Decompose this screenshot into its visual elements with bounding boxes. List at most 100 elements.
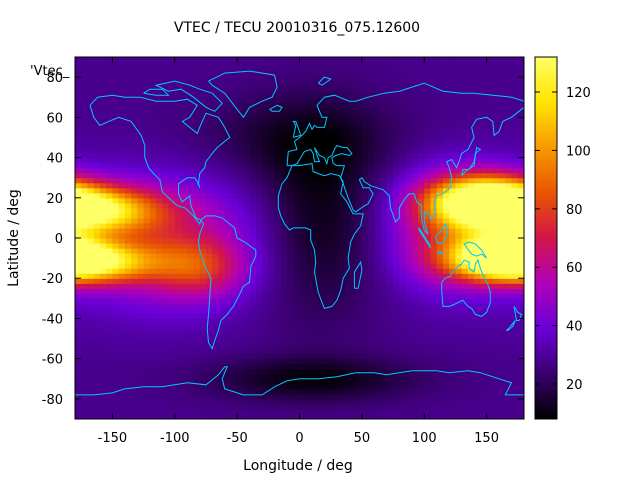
- heatmap-cell: [268, 353, 276, 360]
- heatmap-cell: [299, 408, 307, 415]
- heatmap-cell: [461, 82, 469, 88]
- heatmap-cell: [449, 308, 457, 315]
- heatmap-cell: [411, 308, 419, 315]
- heatmap-cell: [87, 308, 95, 315]
- heatmap-cell: [118, 102, 126, 108]
- heatmap-cell: [486, 212, 494, 219]
- heatmap-cell: [336, 182, 344, 189]
- heatmap-cell: [243, 408, 251, 415]
- heatmap-cell: [461, 293, 469, 299]
- heatmap-cell: [505, 122, 513, 128]
- heatmap-cell: [492, 308, 500, 315]
- heatmap-cell: [449, 107, 457, 113]
- heatmap-cell: [249, 308, 257, 315]
- heatmap-cell: [343, 202, 350, 209]
- heatmap-cell: [361, 373, 369, 380]
- heatmap-cell: [75, 202, 82, 209]
- heatmap-cell: [162, 388, 170, 395]
- heatmap-cell: [212, 147, 220, 154]
- heatmap-cell: [324, 97, 332, 103]
- heatmap-cell: [499, 232, 506, 239]
- heatmap-cell: [181, 212, 188, 219]
- heatmap-cell: [449, 232, 457, 239]
- heatmap-cell: [393, 192, 400, 199]
- heatmap-cell: [411, 248, 419, 254]
- heatmap-cell: [280, 393, 288, 400]
- heatmap-cell: [199, 408, 207, 415]
- heatmap-cell: [355, 343, 363, 350]
- heatmap-cell: [311, 127, 319, 134]
- heatmap-cell: [162, 308, 170, 315]
- heatmap-cell: [430, 263, 438, 269]
- heatmap-cell: [417, 333, 425, 340]
- heatmap-cell: [417, 192, 425, 199]
- heatmap-cell: [181, 207, 188, 214]
- heatmap-cell: [230, 303, 238, 309]
- heatmap-cell: [218, 117, 226, 123]
- heatmap-cell: [324, 348, 332, 355]
- heatmap-cell: [224, 373, 232, 380]
- heatmap-cell: [143, 142, 151, 149]
- heatmap-cell: [474, 268, 481, 274]
- heatmap-cell: [230, 248, 238, 254]
- heatmap-cell: [99, 258, 107, 264]
- heatmap-cell: [499, 197, 506, 204]
- heatmap-cell: [461, 137, 469, 144]
- heatmap-cell: [274, 167, 282, 174]
- heatmap-cell: [143, 413, 151, 419]
- heatmap-cell: [75, 263, 82, 269]
- heatmap-cell: [361, 132, 369, 139]
- heatmap-cell: [124, 308, 132, 315]
- heatmap-cell: [112, 127, 120, 134]
- heatmap-cell: [255, 363, 263, 370]
- heatmap-cell: [218, 152, 226, 159]
- heatmap-cell: [430, 87, 438, 93]
- heatmap-cell: [99, 343, 107, 350]
- heatmap-cell: [287, 413, 294, 419]
- heatmap-cell: [386, 378, 394, 385]
- heatmap-cell: [305, 72, 313, 78]
- heatmap-cell: [174, 348, 182, 355]
- heatmap-cell: [299, 132, 307, 139]
- heatmap-cell: [424, 152, 432, 159]
- heatmap-cell: [262, 132, 269, 139]
- heatmap-cell: [430, 137, 438, 144]
- heatmap-cell: [349, 167, 357, 174]
- heatmap-cell: [118, 343, 126, 350]
- heatmap-cell: [174, 217, 182, 224]
- heatmap-cell: [430, 413, 438, 419]
- heatmap-cell: [386, 222, 394, 229]
- heatmap-cell: [75, 393, 82, 400]
- heatmap-cell: [386, 268, 394, 274]
- heatmap-cell: [480, 313, 488, 320]
- heatmap-cell: [262, 298, 269, 304]
- heatmap-cell: [237, 67, 244, 73]
- heatmap-cell: [287, 87, 294, 93]
- heatmap-cell: [299, 333, 307, 340]
- heatmap-cell: [386, 187, 394, 194]
- heatmap-cell: [311, 142, 319, 149]
- heatmap-cell: [474, 147, 481, 154]
- heatmap-cell: [355, 378, 363, 385]
- heatmap-cell: [218, 82, 226, 88]
- heatmap-cell: [380, 102, 388, 108]
- heatmap-cell: [442, 283, 450, 289]
- heatmap-cell: [505, 338, 513, 345]
- heatmap-cell: [187, 227, 195, 234]
- heatmap-cell: [124, 323, 132, 330]
- heatmap-cell: [430, 253, 438, 259]
- heatmap-cell: [99, 378, 107, 385]
- heatmap-cell: [93, 67, 101, 73]
- heatmap-cell: [237, 333, 244, 340]
- heatmap-cell: [299, 398, 307, 405]
- heatmap-cell: [386, 323, 394, 330]
- heatmap-cell: [199, 343, 207, 350]
- heatmap-cell: [249, 177, 257, 184]
- heatmap-cell: [436, 248, 444, 254]
- heatmap-cell: [124, 187, 132, 194]
- heatmap-cell: [480, 122, 488, 128]
- heatmap-cell: [368, 308, 375, 315]
- heatmap-cell: [480, 142, 488, 149]
- heatmap-cell: [218, 122, 226, 128]
- heatmap-cell: [137, 253, 145, 259]
